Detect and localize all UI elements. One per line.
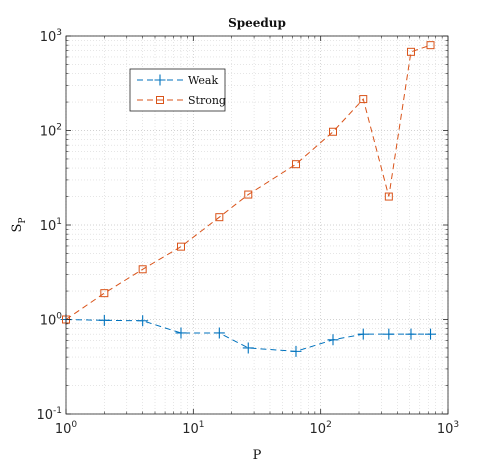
series-weak-point <box>327 334 339 346</box>
series-strong-point <box>329 127 338 136</box>
y-tick-label-exponent: 2 <box>56 123 62 133</box>
series-strong-line <box>65 44 431 320</box>
series-strong-point <box>244 190 253 199</box>
legend-strong-marker <box>156 96 164 104</box>
y-tick-label-exponent: 0 <box>56 312 62 322</box>
x-tick-label: 103 <box>437 420 459 437</box>
series-weak-point <box>290 345 302 357</box>
legend-strong-marker-shape <box>156 96 164 104</box>
series-weak-point <box>242 342 254 354</box>
series-strong-point <box>138 265 147 274</box>
y-tick-label-base: 10 <box>40 314 57 329</box>
chart-title: Speedup <box>228 16 286 30</box>
x-axis-label: P <box>253 448 262 463</box>
y-tick-label-exponent: 3 <box>56 28 62 38</box>
series-weak-point <box>175 327 187 339</box>
series-weak <box>60 314 437 357</box>
series-weak-point <box>137 315 149 327</box>
series-strong-point <box>359 95 368 104</box>
series-strong-point <box>176 242 185 251</box>
x-tick-label: 101 <box>182 420 204 437</box>
axis-ticks <box>65 35 449 415</box>
legend: Weak Strong <box>129 68 226 112</box>
series-weak-point <box>405 328 417 340</box>
x-tick-label-exponent: 3 <box>453 420 459 430</box>
x-tick-label-base: 10 <box>437 422 454 437</box>
series-strong <box>62 41 435 324</box>
series-strong-point <box>426 41 435 50</box>
x-tick-label: 100 <box>55 420 78 437</box>
series-strong-point <box>406 47 415 56</box>
x-tick-label: 102 <box>310 420 332 437</box>
x-tick-label-base: 10 <box>182 422 199 437</box>
series-strong-point <box>384 192 393 201</box>
series-weak-point <box>425 328 437 340</box>
series-weak-point <box>213 327 225 339</box>
y-tick-label-exponent: 1 <box>56 217 62 227</box>
legend-weak-marker <box>154 74 166 86</box>
y-tick-label: 10-1 <box>36 406 62 423</box>
legend-weak-marker-shape <box>154 74 166 86</box>
y-tick-label: 102 <box>40 123 62 140</box>
y-tick-label: 100 <box>40 312 63 329</box>
legend-weak-label: Weak <box>188 74 218 87</box>
y-tick-label-base: 10 <box>40 125 57 140</box>
series-weak-point <box>98 314 110 326</box>
series-strong-point <box>291 160 300 169</box>
y-tick-label-exponent: -1 <box>53 406 62 416</box>
x-tick-label-base: 10 <box>55 422 72 437</box>
y-tick-label-base: 10 <box>40 30 57 45</box>
x-tick-label-exponent: 1 <box>199 420 205 430</box>
x-tick-label-exponent: 2 <box>326 420 332 430</box>
series-strong-point <box>100 289 109 298</box>
y-tick-label: 101 <box>40 217 62 234</box>
legend-box <box>129 68 226 112</box>
x-tick-label-exponent: 0 <box>71 420 77 430</box>
x-tick-labels: 100 101 102 103 <box>55 420 459 437</box>
y-tick-label-base: 10 <box>40 219 57 234</box>
series-layer <box>60 41 437 357</box>
x-tick-label-base: 10 <box>310 422 327 437</box>
y-axis-label-subscript: P <box>18 218 28 224</box>
series-weak-point <box>383 328 395 340</box>
y-axis-label-main: S <box>10 224 25 233</box>
series-strong-point <box>215 213 224 222</box>
y-tick-label-base: 10 <box>36 408 53 423</box>
legend-strong-label: Strong <box>188 94 226 107</box>
y-tick-label: 103 <box>40 28 62 45</box>
series-weak-point <box>357 328 369 340</box>
y-axis-label: SP <box>10 218 28 233</box>
